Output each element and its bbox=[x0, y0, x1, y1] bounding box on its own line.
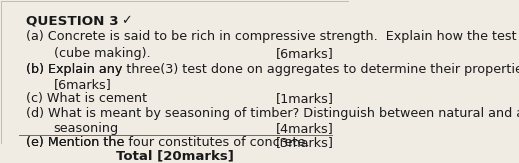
Text: seasoning: seasoning bbox=[53, 122, 119, 135]
Text: [1marks]: [1marks] bbox=[276, 92, 334, 105]
Text: [3marks]: [3marks] bbox=[276, 136, 334, 149]
Text: (cube making).: (cube making). bbox=[53, 47, 150, 60]
Text: (a) Concrete is said to be rich in compressive strength.  Explain how the test i: (a) Concrete is said to be rich in compr… bbox=[26, 30, 519, 43]
Text: (c) What is cement: (c) What is cement bbox=[26, 92, 147, 105]
Text: ✓: ✓ bbox=[121, 14, 132, 27]
Text: (e) Mention the: (e) Mention the bbox=[26, 136, 128, 149]
Text: [4marks]: [4marks] bbox=[276, 122, 334, 135]
Text: (d) What is meant by seasoning of timber? Distinguish between natural and artifi: (d) What is meant by seasoning of timber… bbox=[26, 107, 519, 120]
Text: (b) Explain any: (b) Explain any bbox=[26, 63, 126, 75]
Text: (e) Mention the four constitutes of concrete.: (e) Mention the four constitutes of conc… bbox=[26, 136, 309, 149]
Text: [6marks]: [6marks] bbox=[53, 78, 112, 91]
Text: Total [20marks]: Total [20marks] bbox=[116, 149, 235, 162]
Text: (b) Explain any three(3) test done on aggregates to determine their properties: (b) Explain any three(3) test done on ag… bbox=[26, 63, 519, 75]
Text: QUESTION 3: QUESTION 3 bbox=[26, 14, 118, 27]
Text: [6marks]: [6marks] bbox=[276, 47, 334, 60]
